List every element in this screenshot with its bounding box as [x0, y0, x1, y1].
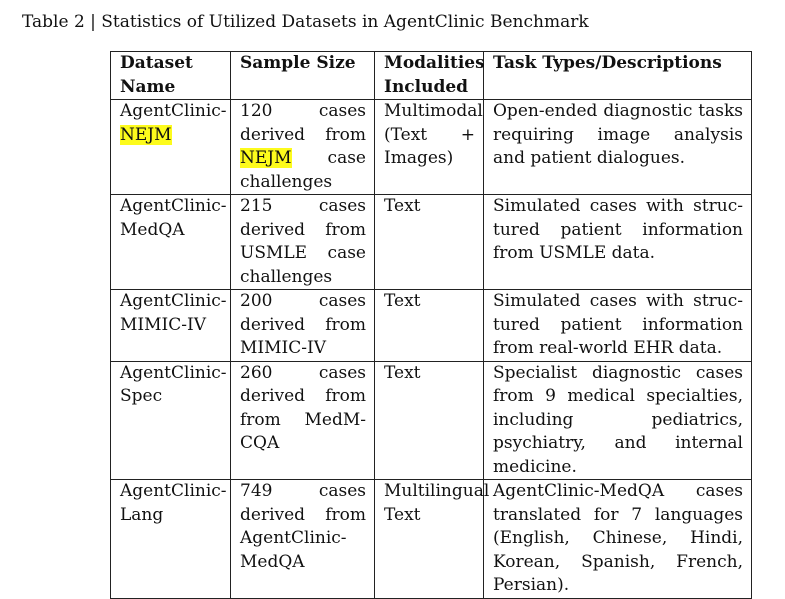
task-description-cell: Simulated cases with struc­tured patient…: [483, 194, 752, 290]
dataset-name-cell: AgentClinic- Lang: [110, 479, 231, 599]
modalities-cell: Text: [374, 289, 484, 362]
dataset-name-suffix: MedQA: [120, 219, 185, 240]
task-description-cell: Open-ended diagnostic tasks requiring im…: [483, 99, 752, 195]
task-description-cell: Simulated cases with struc­tured patient…: [483, 289, 752, 362]
dataset-name-cell: AgentClinic- MedQA: [110, 194, 231, 290]
dataset-name-prefix: AgentClinic-: [120, 196, 227, 216]
sample-size-cell: 260 cases derived from from MedM­CQA: [230, 360, 375, 480]
header-row: Dataset Name Sample Size Modalities Incl…: [110, 51, 752, 100]
header-dataset-name: Dataset Name: [110, 51, 231, 100]
table-row: AgentClinic- Lang 749 cases derived from …: [110, 479, 752, 599]
dataset-name-prefix: AgentClinic-: [120, 362, 227, 383]
dataset-name-cell: AgentClinic- Spec: [110, 360, 231, 480]
dataset-name-prefix: AgentClinic-: [120, 291, 227, 311]
dataset-name-prefix: AgentClinic-: [120, 101, 227, 121]
task-description-cell: AgentClinic-MedQA cases translated for 7…: [483, 479, 752, 599]
dataset-name-highlighted: NEJM: [120, 124, 172, 145]
table-body: AgentClinic- NEJM 120 cases derived from …: [110, 99, 752, 599]
table-row: AgentClinic- NEJM 120 cases derived from …: [110, 99, 752, 195]
dataset-statistics-table: Dataset Name Sample Size Modalities Incl…: [110, 51, 752, 599]
dataset-name-cell: AgentClinic- MIMIC-IV: [110, 289, 231, 362]
sample-size-cell: 200 cases derived from MIMIC-IV: [230, 289, 375, 362]
modalities-cell: Text: [374, 194, 484, 290]
sample-size-text-end: case challenges: [240, 148, 366, 192]
table-header: Dataset Name Sample Size Modalities Incl…: [110, 51, 752, 100]
modalities-cell: Multilingual Text: [374, 479, 489, 599]
dataset-name-suffix: Lang: [120, 504, 164, 525]
header-modalities: Modalities Included: [374, 51, 485, 100]
dataset-name-suffix: MIMIC-IV: [120, 314, 206, 335]
dataset-name-cell: AgentClinic- NEJM: [110, 99, 231, 195]
table-row: AgentClinic- MedQA 215 cases derived from…: [110, 194, 752, 290]
sample-size-cell: 120 cases derived from NEJM case challen…: [230, 99, 375, 195]
table-row: AgentClinic- Spec 260 cases derived from …: [110, 360, 752, 480]
header-sample-size: Sample Size: [230, 51, 375, 100]
dataset-name-prefix: AgentClinic-: [120, 481, 227, 501]
sample-size-cell: 749 cases derived from AgentClinic-MedQA: [230, 479, 375, 599]
header-task-types: Task Types/Descriptions: [483, 51, 752, 100]
modalities-cell: Multimodal (Text + Images): [374, 99, 484, 195]
modalities-cell: Text: [374, 360, 484, 480]
table-caption: Table 2 | Statistics of Utilized Dataset…: [22, 12, 589, 32]
sample-size-cell: 215 cases derived from USMLE case challe…: [230, 194, 375, 290]
sample-size-highlighted: NEJM: [240, 148, 292, 168]
dataset-name-suffix: Spec: [120, 386, 163, 406]
task-description-cell: Specialist diagnostic cases from 9 medic…: [483, 360, 752, 480]
table-row: AgentClinic- MIMIC-IV 200 cases derived f…: [110, 289, 752, 362]
sample-size-text: 120 cases derived from: [240, 101, 366, 145]
